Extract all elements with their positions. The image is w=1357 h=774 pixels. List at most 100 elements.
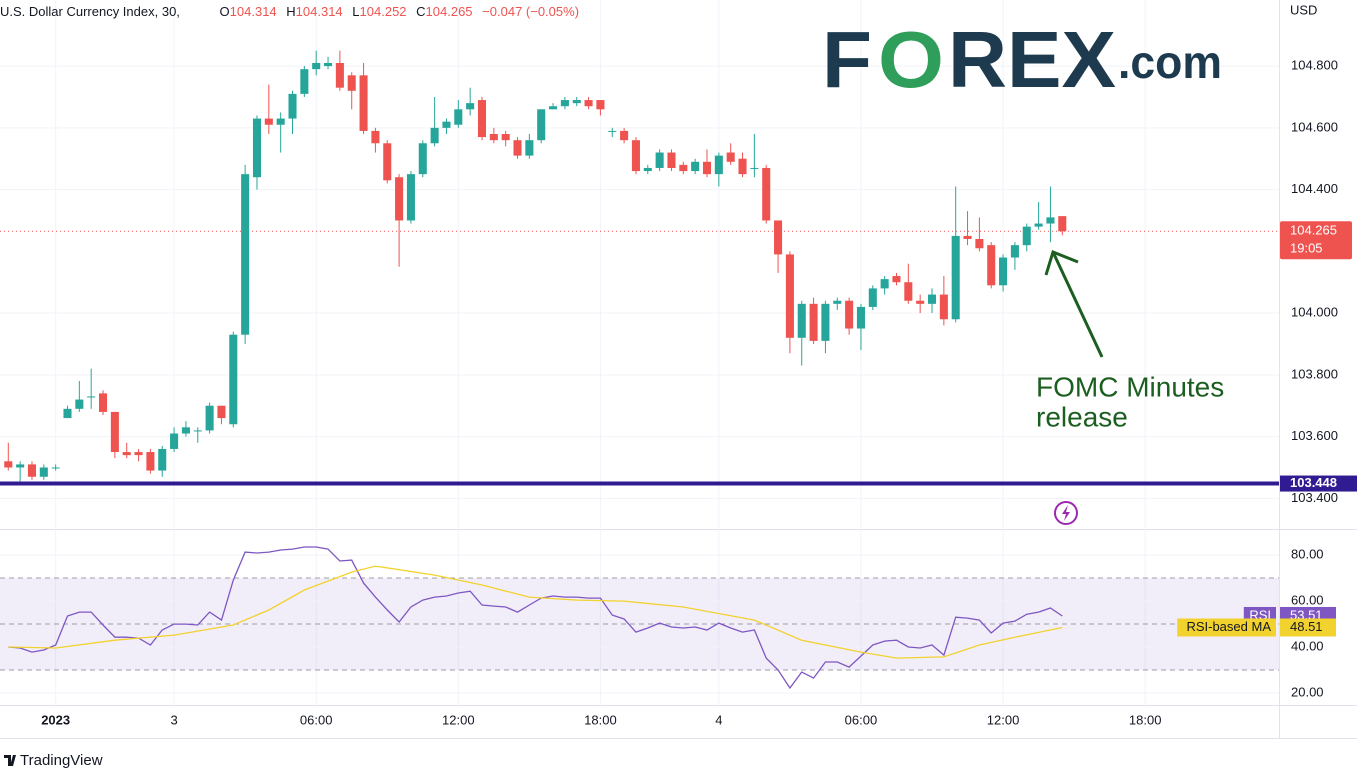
candle-body <box>726 152 735 162</box>
rsi-tick-label: 60.00 <box>1291 592 1324 607</box>
x-tick-label: 4 <box>715 712 722 727</box>
ohlc-value: 104.252 <box>360 4 407 19</box>
candle-body <box>999 257 1008 286</box>
countdown-label: 19:05 <box>1290 241 1323 256</box>
candle-body <box>513 140 522 156</box>
candle-body <box>856 306 865 329</box>
candle-body <box>809 303 818 341</box>
candle-body <box>833 300 842 304</box>
legend-name: RSI-based MA <box>1186 619 1271 634</box>
logo-part: O <box>878 15 944 104</box>
candle-body <box>27 464 37 477</box>
candle-body <box>785 254 794 338</box>
candle-body <box>181 427 190 434</box>
candle-body <box>939 294 948 320</box>
candle-body <box>679 164 688 172</box>
candle-body <box>430 127 439 144</box>
candle-body <box>418 143 427 175</box>
logo-part: .com <box>1118 36 1222 88</box>
candle-body <box>229 334 238 425</box>
candle-body <box>1034 223 1043 227</box>
candle-body <box>620 130 629 141</box>
event-icon[interactable] <box>1054 501 1078 525</box>
last-price-label: 104.265 <box>1290 223 1337 238</box>
y-tick-label: 104.800 <box>1291 58 1338 73</box>
candle-body <box>134 452 143 456</box>
candle-body <box>87 396 96 398</box>
candle-body <box>702 161 712 175</box>
candle-body <box>525 140 534 156</box>
candle-body <box>655 152 664 168</box>
candle-body <box>868 288 877 307</box>
candle-body <box>927 294 937 304</box>
candle-body <box>205 405 214 431</box>
candle-body <box>466 103 475 110</box>
y-tick-label: 104.600 <box>1291 119 1338 134</box>
candle-body <box>762 167 771 221</box>
candle-body <box>904 282 913 301</box>
candle-body <box>987 245 996 286</box>
candle-body <box>1058 216 1067 232</box>
candle-body <box>821 303 830 341</box>
ohlc-key: C <box>416 4 425 19</box>
candle-body <box>643 167 652 172</box>
candle-body <box>631 140 640 172</box>
candle-body <box>75 399 84 409</box>
legend-value: 48.51 <box>1290 619 1323 634</box>
candle-body <box>359 75 368 131</box>
candle-body <box>774 220 783 255</box>
x-tick-label: 12:00 <box>442 712 475 727</box>
candle-body <box>916 300 925 304</box>
x-tick-label: 12:00 <box>987 712 1020 727</box>
currency-label: USD <box>1290 2 1317 17</box>
candle-body <box>596 100 605 110</box>
candle-body <box>158 448 167 471</box>
candle-body <box>951 235 960 320</box>
x-tick-label: 18:00 <box>1129 712 1162 727</box>
legend-value-box <box>1280 618 1336 637</box>
y-tick-label: 103.400 <box>1291 490 1338 505</box>
rsi-tick-label: 40.00 <box>1291 638 1324 653</box>
candle-body <box>501 134 510 141</box>
plot-layer <box>0 50 1279 690</box>
candle-body <box>39 467 48 477</box>
candle-body <box>324 62 333 67</box>
tradingview-logo[interactable]: TradingView <box>4 752 103 769</box>
candle-body <box>193 430 202 432</box>
last-price-box <box>1280 221 1352 260</box>
ohlc-key: L <box>352 4 359 19</box>
y-tick-label: 104.400 <box>1291 181 1338 196</box>
candle-body <box>99 393 108 412</box>
candle-body <box>489 134 498 141</box>
rsi-tick-label: 80.00 <box>1291 547 1324 562</box>
candle-body <box>549 106 558 110</box>
logo-part: F <box>822 15 872 104</box>
candle-body <box>288 93 297 119</box>
rsi-line <box>8 565 1063 659</box>
candle-body <box>312 62 321 70</box>
candle-body <box>395 177 404 221</box>
candle-body <box>750 167 759 169</box>
candle-body <box>4 461 13 468</box>
candle-body <box>300 69 309 94</box>
change: −0.047 (−0.05%) <box>482 4 579 19</box>
candle-body <box>738 158 747 175</box>
label-layer: 2023 3 06:00 12:00 18:00 4 06:00 12:00 18:00 103.… <box>41 58 1357 727</box>
symbol-title: U.S. Dollar Currency Index, 30, <box>0 4 180 19</box>
footer-text: TradingView <box>20 752 103 769</box>
forex-logo: F O REX .com <box>822 15 1222 104</box>
annotation-text: release <box>1036 401 1128 432</box>
candle-body <box>347 75 356 91</box>
ohlc-key: O <box>220 4 230 19</box>
candle-body <box>1046 217 1055 224</box>
x-tick-label: 06:00 <box>845 712 878 727</box>
x-tick-label: 3 <box>170 712 177 727</box>
candle-body <box>1010 245 1019 258</box>
x-tick-label: 2023 <box>41 712 70 727</box>
price-level-label: 103.448 <box>1290 475 1337 490</box>
candle-body <box>1022 226 1031 246</box>
candle-body <box>406 174 415 221</box>
candle-body <box>892 276 901 283</box>
candle-body <box>217 405 226 419</box>
x-tick-label: 18:00 <box>584 712 617 727</box>
